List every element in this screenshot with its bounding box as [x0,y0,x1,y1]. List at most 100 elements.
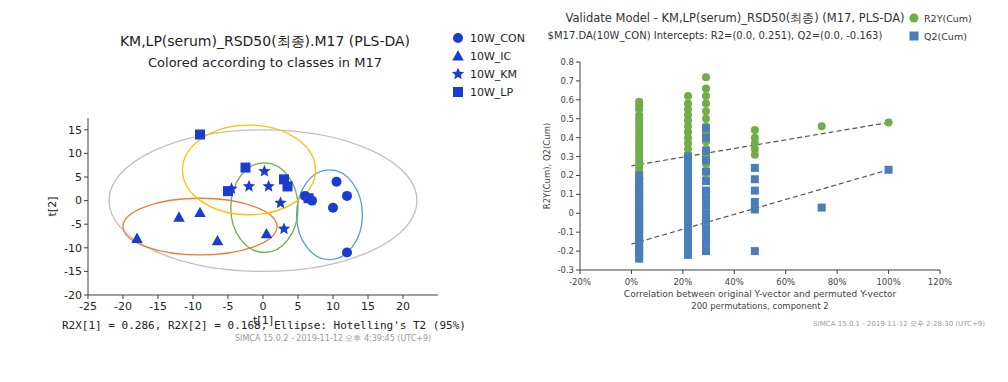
x-tick-label: -15 [149,300,167,313]
legend-marker [910,14,919,23]
point [342,191,352,201]
legend-marker [453,33,463,43]
legend-marker [910,32,919,41]
y-tick-label: 0.3 [560,152,574,162]
x-tick [785,270,786,274]
point [195,130,205,140]
point [702,124,710,132]
legend-marker [452,50,464,60]
point [702,168,710,176]
y-tick [84,129,88,130]
x-tick-label: -5 [223,300,234,313]
axes: -20%0%20%40%60%80%100%120%-0.3-0.2-0.100… [557,57,952,287]
point [328,203,338,213]
subtitle: $M17.DA(10W_CON) Intercepts: R2=(0.0, 0.… [548,30,883,42]
x-axis-title: Correlation between original Y-vector an… [624,289,897,299]
point [751,164,759,172]
point [702,147,710,155]
x-tick [298,295,299,299]
point [283,181,293,191]
legend-label: R2Y(Cum) [924,13,972,24]
y-tick [84,177,88,178]
y-tick [576,99,580,100]
plot-area [109,125,417,271]
point [342,248,352,258]
y-tick [84,295,88,296]
point [702,84,710,92]
x-tick [682,270,683,274]
y-tick-label: 0 [75,194,82,207]
y-tick [576,270,580,271]
y-tick-label: 0.7 [560,76,574,86]
point [751,126,759,134]
point [243,180,255,192]
y-tick [576,251,580,252]
point [304,193,314,203]
y-tick [576,118,580,119]
point [278,222,290,234]
x-tick [263,295,264,299]
point [702,92,710,100]
y-tick [84,247,88,248]
point [635,255,643,263]
x-tick [228,295,229,299]
point [258,165,270,177]
x-tick-label: 80% [828,277,847,287]
point [751,151,759,159]
y-tick [576,80,580,81]
x-tick-label: 15 [361,300,375,313]
point [684,251,692,259]
x-tick [888,270,889,274]
x-tick-label: 40% [725,277,744,287]
ellipse [297,170,363,260]
x-tick-label: 0 [260,300,267,313]
y-tick-label: 10 [68,147,82,160]
point [751,198,759,206]
y-tick-label: 0.4 [560,133,574,143]
x-tick [333,295,334,299]
x-tick-label: 60% [776,277,795,287]
point [702,240,710,248]
x-tick-label: 20% [673,277,692,287]
point [702,177,710,185]
point [818,122,826,130]
y-tick [576,156,580,157]
y-tick [84,224,88,225]
point [262,180,274,192]
annotation: R2X[1] = 0.286, R2X[2] = 0.168, Ellipse:… [62,319,466,332]
y-tick-label: 15 [68,124,82,137]
y-tick [84,153,88,154]
y-tick-label: -20 [64,289,82,302]
y-tick [576,137,580,138]
point [261,228,273,238]
point [702,107,710,115]
point [702,232,710,240]
legend-marker [453,87,463,97]
point [751,175,759,183]
y-tick-label: 5 [75,171,82,184]
point [702,202,710,210]
point [194,207,206,217]
y-tick-label: -0.2 [557,246,574,256]
subtitle: Colored according to classes in M17 [148,55,382,70]
x-axis-line [580,270,940,271]
point [702,168,710,176]
y-tick-label: -5 [71,218,82,231]
x-tick-label: -10 [184,300,202,313]
point [332,177,342,187]
ellipse [123,198,277,255]
point [702,115,710,123]
plot-area [631,73,892,263]
y-tick [84,271,88,272]
x-tick [368,295,369,299]
x-tick [837,270,838,274]
x-tick [403,295,404,299]
figure: KM,LP(serum)_RSD50(최종).M17 (PLS-DA)Color… [0,0,1008,382]
ellipse [109,130,417,272]
x-tick-label: 0% [625,277,639,287]
point [684,153,692,161]
y-tick-label: 0.6 [560,95,574,105]
legend-label: 10W_KM [470,68,517,81]
x-tick-label: 20 [396,300,410,313]
x-tick [88,295,89,299]
